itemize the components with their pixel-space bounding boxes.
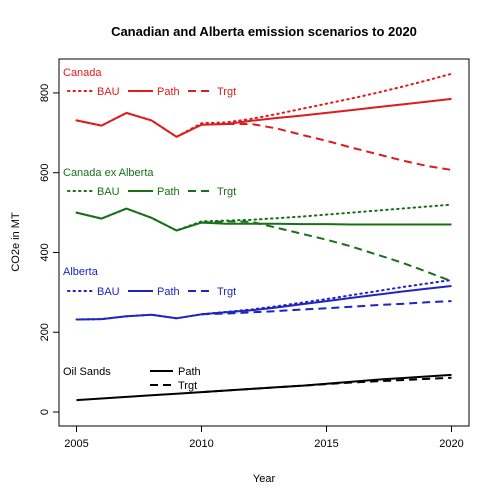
group-label-oil-sands: Oil Sands [63,366,111,378]
group-label-canada: Canada [63,67,102,79]
series-canada-path [76,97,452,138]
series-alberta-trgt [201,300,452,316]
y-tick-label-600: 600 [39,164,51,182]
legend-label-canada-trgt: Trgt [217,86,236,98]
legend-label-canada-path: Path [157,86,180,98]
series-layer [75,72,453,402]
legend-layer: Canada BAU Path Trgt Canada ex Alberta BAU Pat… [63,67,236,392]
legend-label-canada-bau: BAU [97,86,120,98]
legend-label-canada-ex-alberta-bau: BAU [97,186,120,198]
x-tick-label-2010: 2010 [189,438,213,450]
group-label-alberta: Alberta [63,266,99,278]
series-oil-sands-path [76,373,452,402]
legend-label-oil-sands-path: Path [178,366,201,378]
plot-frame [58,58,470,427]
series-alberta-path [76,285,452,321]
legend-label-alberta-trgt: Trgt [217,286,236,298]
y-tick-label-400: 400 [39,243,51,261]
y-axis: 0 200 400 600 800 [39,84,59,415]
series-canada-ex-alberta-trgt [201,220,452,283]
y-tick-label-0: 0 [39,409,51,415]
x-tick-label-2020: 2020 [439,438,463,450]
legend-label-alberta-path: Path [157,286,180,298]
series-canada-trgt [226,123,452,171]
y-tick-label-200: 200 [39,323,51,341]
legend-label-oil-sands-trgt: Trgt [178,380,197,392]
y-axis-label: CO2e in MT [10,212,22,272]
x-axis: 2005 2010 2015 2020 [64,426,464,450]
series-canada-ex-alberta-path [76,207,452,232]
group-label-canada-ex-alberta: Canada ex Alberta [63,167,154,179]
y-tick-label-800: 800 [39,84,51,102]
legend-label-canada-ex-alberta-trgt: Trgt [217,186,236,198]
series-alberta-bau [75,279,453,321]
legend-label-alberta-bau: BAU [97,286,120,298]
x-tick-label-2015: 2015 [314,438,338,450]
x-axis-label: Year [253,473,276,485]
series-canada-ex-alberta-bau [75,203,453,232]
chart-title: Canadian and Alberta emission scenarios … [111,24,417,39]
x-tick-label-2005: 2005 [64,438,88,450]
legend-label-canada-ex-alberta-path: Path [157,186,180,198]
series-oil-sands-trgt [201,376,452,394]
